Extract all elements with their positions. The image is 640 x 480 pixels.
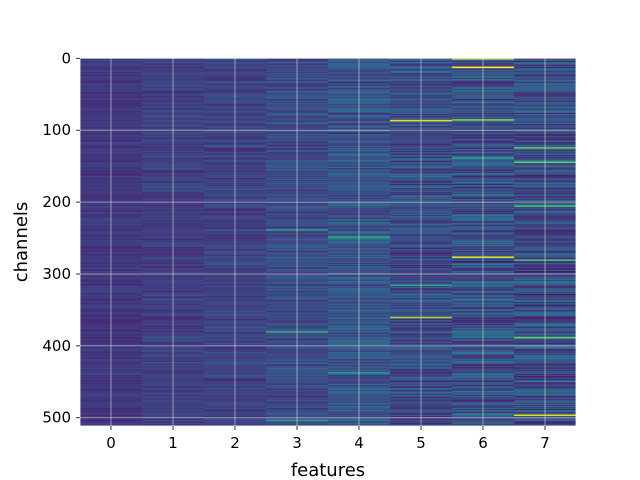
x-tick-label: 4	[354, 434, 364, 452]
x-tick-label: 3	[292, 434, 302, 452]
x-tick-label: 0	[106, 434, 116, 452]
x-tick-label: 5	[416, 434, 426, 452]
x-tick-label: 7	[540, 434, 550, 452]
y-tick-label: 400	[42, 337, 71, 355]
plot-frame	[79, 57, 577, 427]
x-axis-label: features	[291, 460, 365, 480]
x-axis-ticks: 0 1 2 3 4 5 6 7	[106, 426, 550, 452]
x-tick-label: 2	[230, 434, 240, 452]
x-tick-label: 6	[478, 434, 488, 452]
y-tick-label: 100	[42, 121, 71, 139]
heatmap-columns	[80, 58, 576, 427]
y-tick-label: 300	[42, 265, 71, 283]
y-tick-label: 200	[42, 193, 71, 211]
y-tick-label: 500	[42, 409, 71, 427]
x-tick-label: 1	[168, 434, 178, 452]
y-axis-label: channels	[11, 202, 32, 283]
y-tick-label: 0	[61, 49, 71, 67]
plot-area	[79, 57, 577, 427]
y-axis-ticks: 0 100 200 300 400 500	[42, 49, 80, 427]
